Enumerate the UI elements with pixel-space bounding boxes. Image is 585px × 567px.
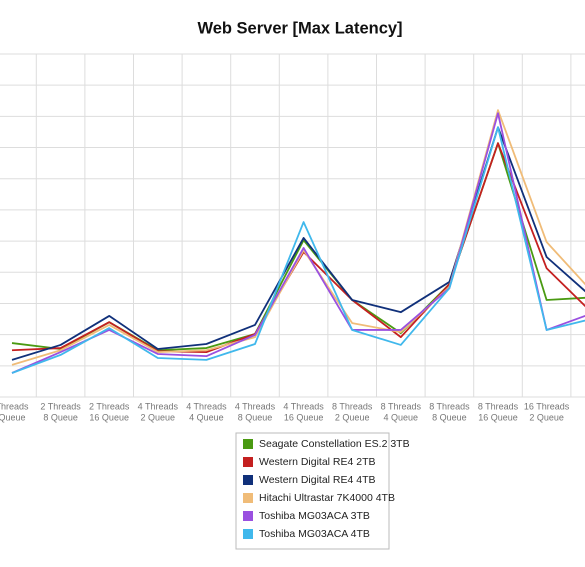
x-tick-label: 8 Queue — [238, 412, 273, 422]
legend-swatch — [243, 457, 253, 467]
x-tick-label: 4 Queue — [189, 412, 224, 422]
legend-label: Western Digital RE4 2TB — [259, 456, 376, 468]
x-tick-label: 16 Queue — [478, 412, 518, 422]
series-line — [11, 126, 585, 361]
x-tick-label: 4 Threads — [283, 401, 324, 411]
x-tick-label: 4 Threads — [186, 401, 227, 411]
x-tick-label: 8 Queue — [43, 412, 78, 422]
legend-swatch — [243, 511, 253, 521]
x-tick-label: 8 Threads — [429, 401, 470, 411]
legend-label: Toshiba MG03ACA 3TB — [259, 510, 370, 522]
x-tick-label: 8 Threads — [332, 401, 373, 411]
x-tick-label: 8 Queue — [432, 412, 467, 422]
x-tick-label: 8 Threads — [478, 401, 519, 411]
x-tick-label: 2 Queue — [141, 412, 176, 422]
x-tick-label: 2 Threads — [40, 401, 81, 411]
x-tick-label: 2 Threads — [89, 401, 130, 411]
legend-swatch — [243, 475, 253, 485]
x-tick-label: 8 Threads — [381, 401, 422, 411]
x-tick-label: 16 Threads — [524, 401, 570, 411]
series-line — [11, 142, 585, 353]
series-line — [11, 126, 585, 374]
legend-swatch — [243, 529, 253, 539]
x-tick-label: 4 Queue — [384, 412, 419, 422]
x-tick-label: Threads — [0, 401, 29, 411]
series-line — [11, 109, 585, 366]
legend-label: Seagate Constellation ES.2 3TB — [259, 438, 410, 450]
legend-swatch — [243, 493, 253, 503]
legend-label: Hitachi Ultrastar 7K4000 4TB — [259, 492, 395, 504]
x-tick-label: 4 Threads — [138, 401, 179, 411]
legend-box — [235, 432, 390, 550]
x-tick-label: 16 Queue — [89, 412, 129, 422]
x-tick-label: Queue — [0, 412, 26, 422]
x-tick-label: 4 Threads — [235, 401, 276, 411]
x-tick-label: 16 Queue — [284, 412, 324, 422]
legend-swatch — [243, 439, 253, 449]
chart-title: Web Server [Max Latency] — [197, 19, 402, 37]
series-line — [11, 112, 585, 374]
legend-label: Western Digital RE4 4TB — [259, 474, 376, 486]
legend-label: Toshiba MG03ACA 4TB — [259, 528, 370, 540]
x-tick-label: 2 Queue — [529, 412, 564, 422]
x-tick-label: 2 Queue — [335, 412, 370, 422]
